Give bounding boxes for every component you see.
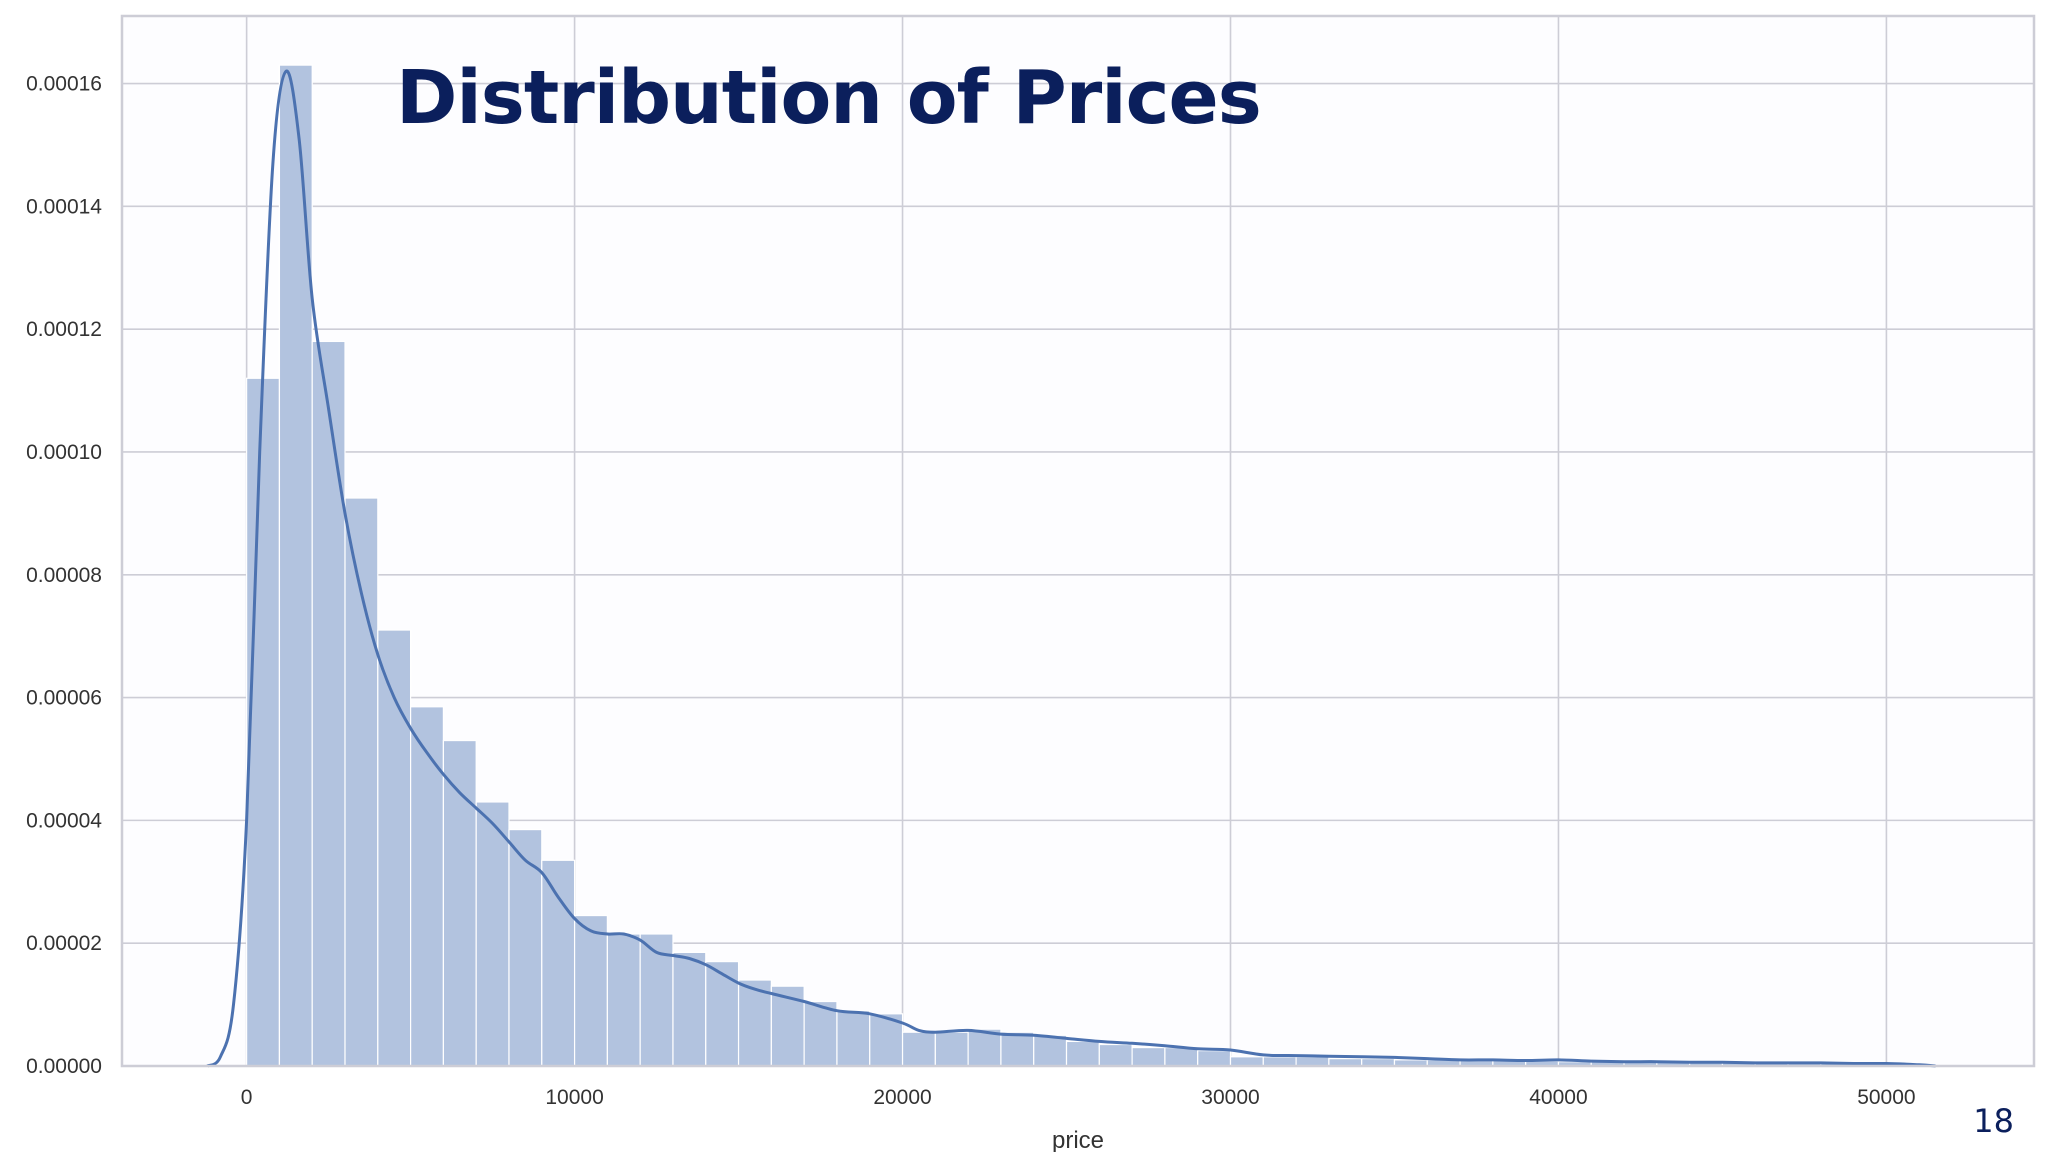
histogram-bar [541, 859, 576, 1067]
chart-title: Distribution of Prices [396, 55, 1262, 141]
x-axis-label: price [1052, 1127, 1104, 1152]
kde-curve-group [206, 69, 1936, 1068]
y-tick-label: 0.00010 [26, 441, 102, 464]
x-tick-label: 10000 [545, 1086, 603, 1109]
x-tick-label: 0 [241, 1086, 253, 1109]
y-tick-label: 0.00012 [26, 318, 102, 341]
histogram-bar [1000, 1031, 1035, 1067]
y-tick-label: 0.00016 [26, 73, 102, 96]
histogram-bar [1131, 1046, 1166, 1067]
histogram-bar [344, 497, 379, 1067]
histogram-bar [1197, 1050, 1232, 1067]
histogram-bar [803, 1000, 838, 1067]
y-tick-label: 0.00014 [26, 195, 102, 218]
histogram-bar [1164, 1046, 1199, 1067]
histogram-bar [606, 933, 641, 1067]
x-axis-ticks: 0 10000 20000 30000 40000 50000 [241, 1086, 1916, 1109]
page-number: 18 [1973, 1102, 2014, 1140]
histogram-bar [442, 739, 477, 1067]
histogram-bar [967, 1028, 1002, 1067]
histogram-bar [1229, 1056, 1264, 1067]
histogram-bar [836, 1010, 871, 1067]
y-tick-label: 0.00002 [26, 932, 102, 955]
histogram-bar [573, 914, 608, 1067]
y-tick-label: 0.00000 [26, 1055, 102, 1078]
x-tick-label: 50000 [1857, 1086, 1915, 1109]
y-tick-label: 0.00008 [26, 564, 102, 587]
histogram-bar [1065, 1040, 1100, 1067]
histogram-bar [508, 828, 543, 1067]
y-tick-label: 0.00004 [26, 809, 102, 832]
histogram-bar [1262, 1056, 1297, 1067]
histogram-bar [672, 951, 707, 1067]
x-tick-label: 20000 [873, 1086, 931, 1109]
histogram-bar [901, 1031, 936, 1067]
histogram-bar [934, 1031, 969, 1067]
kde-line [206, 69, 1936, 1068]
histogram-bar [737, 979, 772, 1067]
x-tick-label: 40000 [1529, 1086, 1587, 1109]
histogram-bar [278, 64, 313, 1067]
histogram-bar [410, 706, 444, 1067]
histogram-bar [1295, 1056, 1330, 1067]
y-axis-ticks: 0.00000 0.00002 0.00004 0.00006 0.00008 0.000… [26, 73, 102, 1078]
histogram-bar [1033, 1034, 1068, 1067]
histogram-bar [475, 801, 510, 1067]
histogram-bar [1098, 1043, 1133, 1067]
y-tick-label: 0.00006 [26, 687, 102, 710]
histogram-bar [311, 340, 346, 1067]
x-tick-label: 30000 [1201, 1086, 1259, 1109]
histogram-bar [705, 961, 740, 1067]
plot-frame [120, 14, 2036, 1068]
